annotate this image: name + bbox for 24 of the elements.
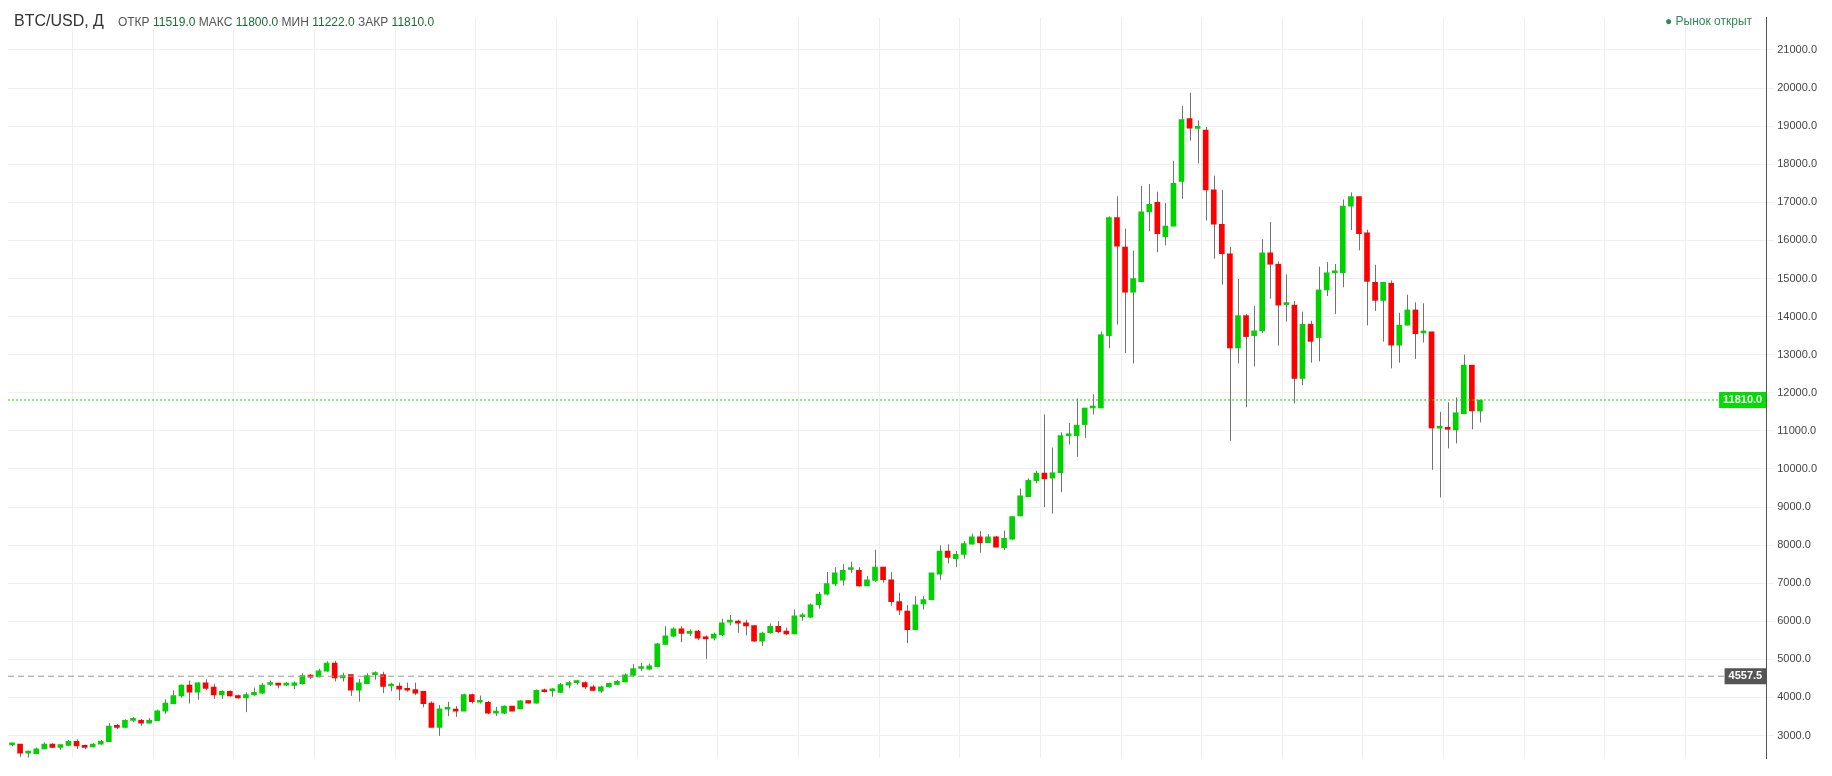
y-tick-label: 17000.0	[1777, 195, 1817, 208]
y-tick-label: 5000.0	[1777, 652, 1811, 665]
y-tick-label: 11000.0	[1777, 423, 1817, 436]
y-tick-label: 13000.0	[1777, 347, 1817, 360]
y-tick-label: 6000.0	[1777, 614, 1811, 627]
y-tick-label: 9000.0	[1777, 500, 1811, 513]
chart-title: BTC/USD, Д	[14, 12, 104, 30]
y-tick-label: 8000.0	[1777, 538, 1811, 551]
y-tick-label: 3000.0	[1777, 728, 1811, 741]
y-tick-label: 4000.0	[1777, 690, 1811, 703]
y-tick-label: 21000.0	[1777, 43, 1817, 56]
y-tick-label: 7000.0	[1777, 576, 1811, 589]
y-tick-label: 20000.0	[1777, 81, 1817, 94]
ref-line-label: 4557.5	[1728, 669, 1763, 682]
y-tick-label: 18000.0	[1777, 157, 1817, 170]
y-tick-label: 16000.0	[1777, 233, 1817, 246]
y-tick-label: 15000.0	[1777, 271, 1817, 284]
ref-line-label: 11810.0	[1723, 393, 1763, 406]
y-tick-label: 19000.0	[1777, 119, 1817, 132]
y-tick-label: 10000.0	[1777, 461, 1817, 474]
chart-subtitle: ОТКР 11519.0 МАКС 11800.0 МИН 11222.0 ЗАКР 11810.0	[117, 15, 435, 29]
annotation: ● Рынок открыт	[1664, 14, 1752, 28]
y-tick-label: 14000.0	[1777, 309, 1817, 322]
y-tick-label: 12000.0	[1777, 385, 1817, 398]
